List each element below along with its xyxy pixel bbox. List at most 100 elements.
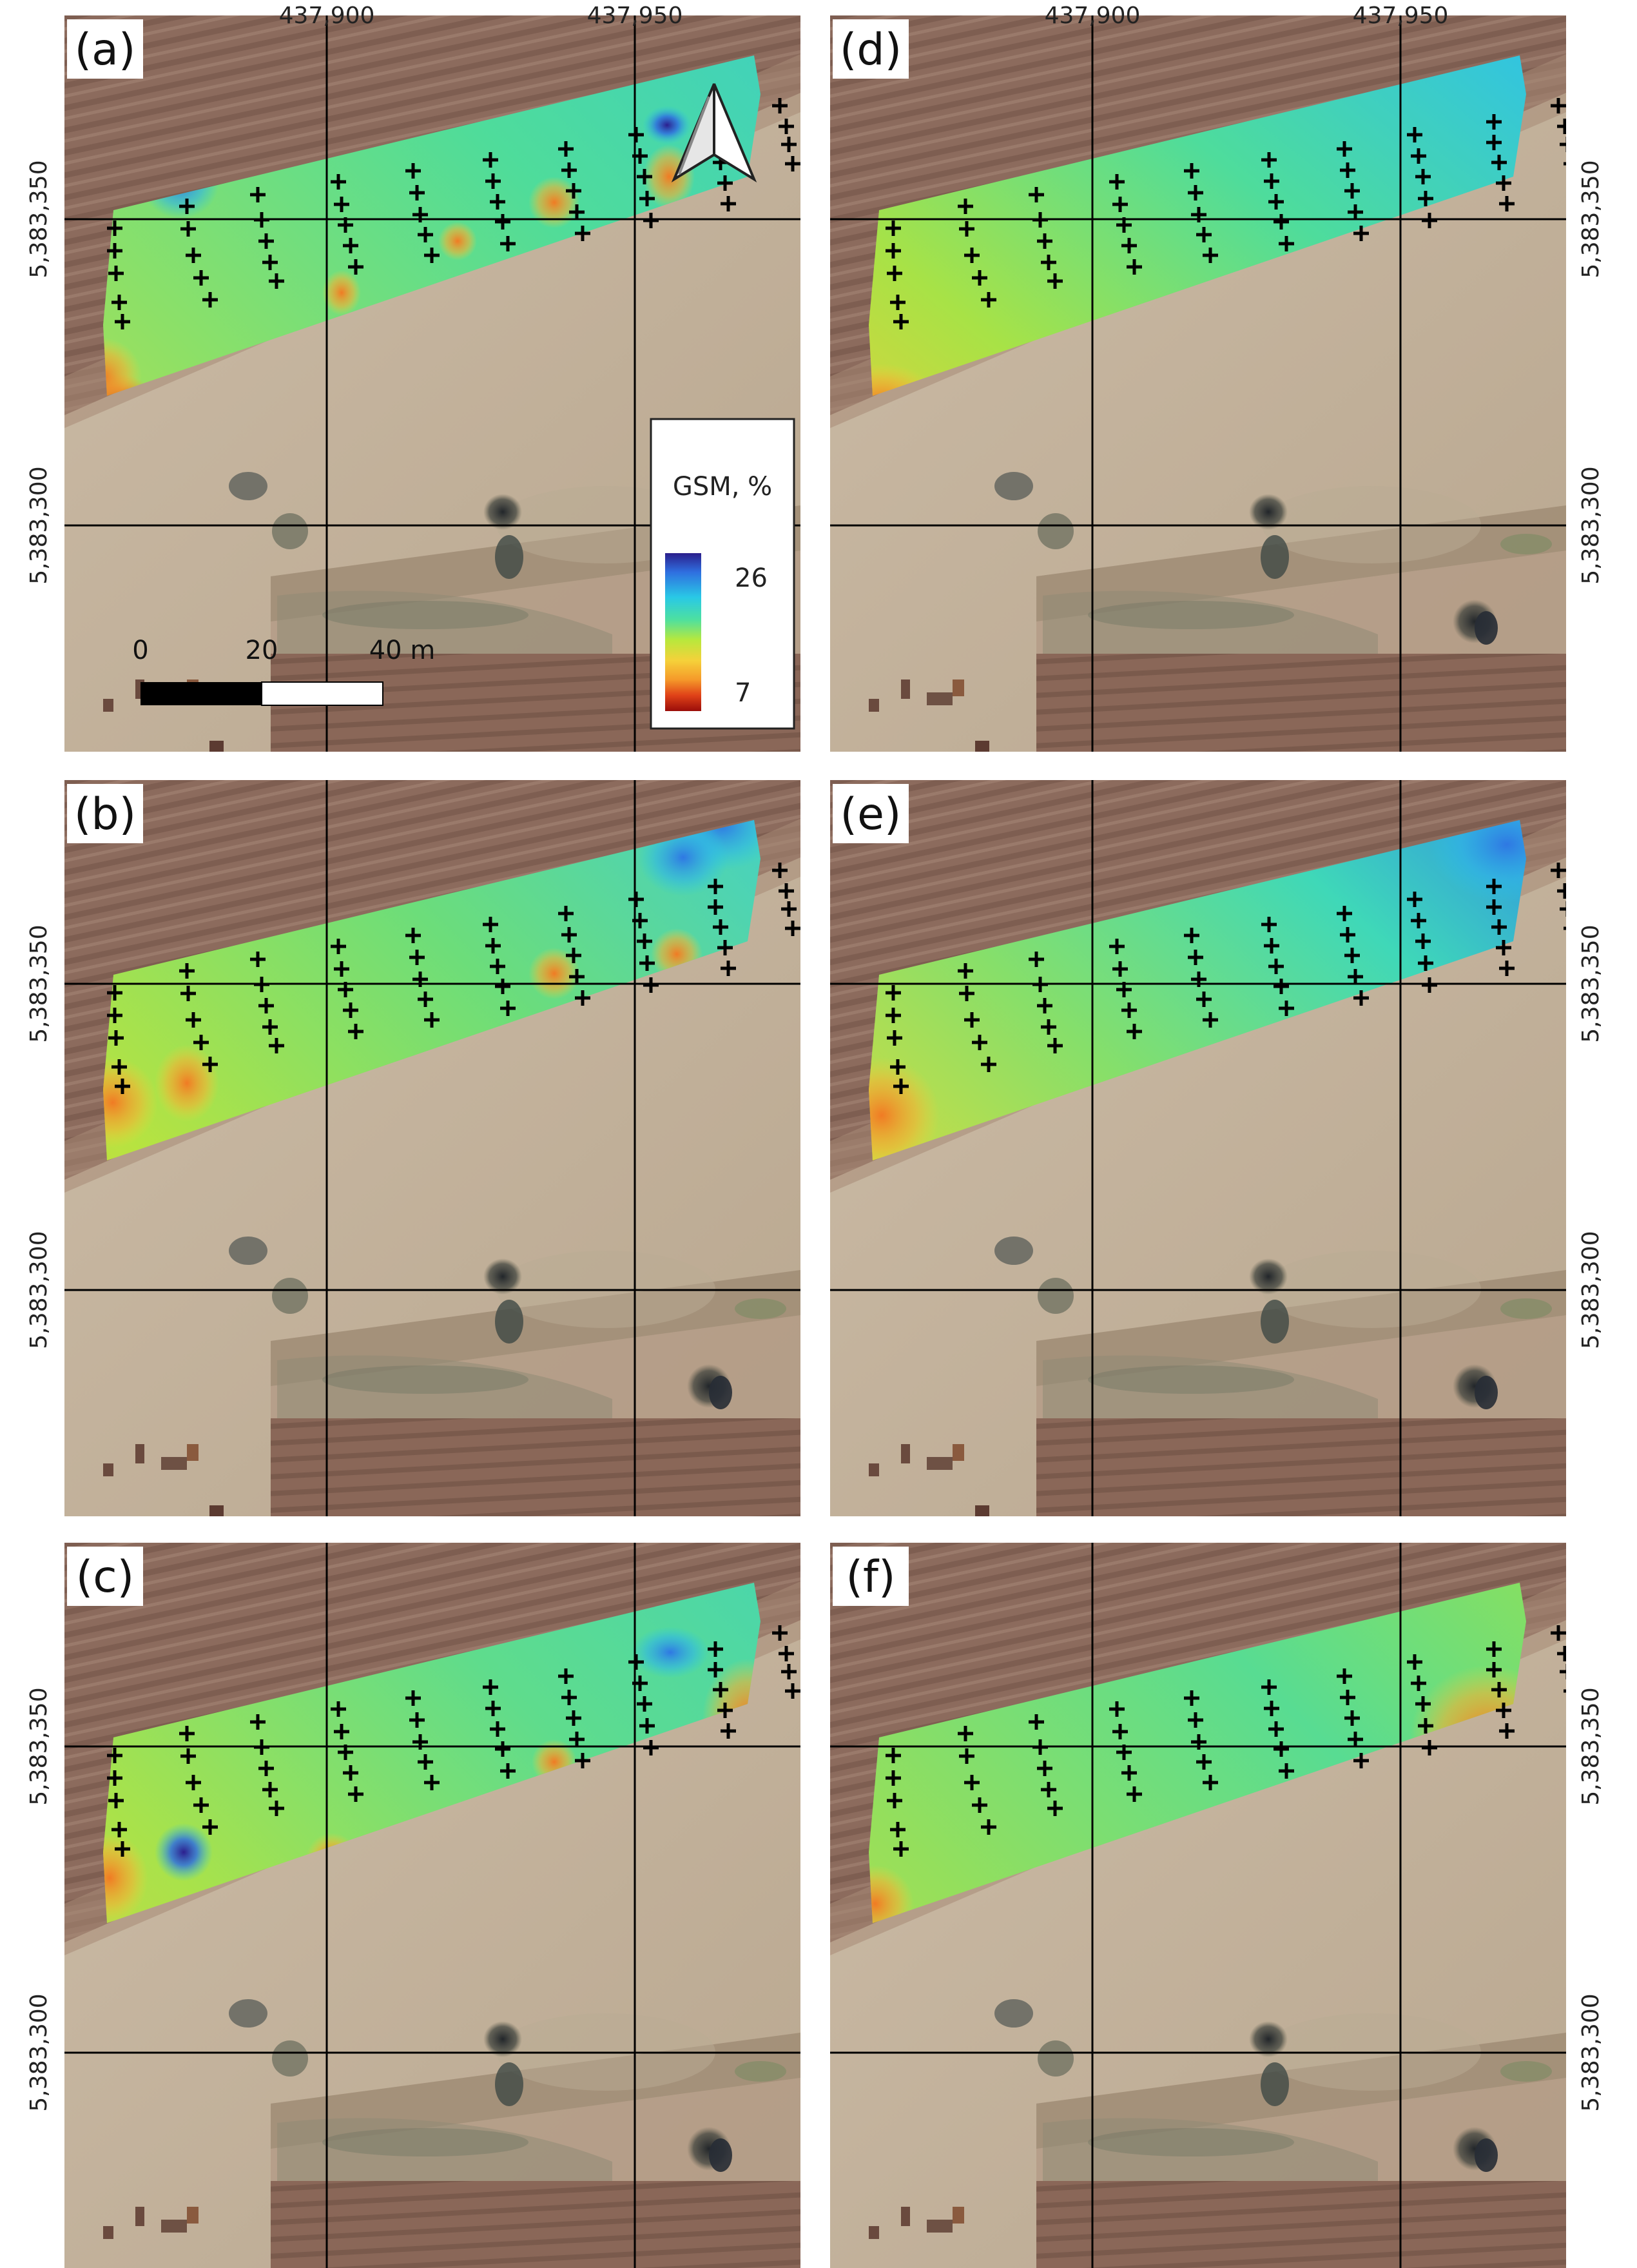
sample-point-marker bbox=[1116, 1745, 1132, 1760]
sample-point-marker bbox=[890, 295, 906, 310]
sample-point-marker bbox=[1047, 1038, 1063, 1053]
sample-point-marker bbox=[781, 1664, 797, 1679]
sample-point-marker bbox=[1411, 148, 1426, 164]
sample-point-marker bbox=[107, 1008, 122, 1023]
sample-point-marker bbox=[343, 238, 358, 253]
sample-point-marker bbox=[1486, 1662, 1502, 1677]
sample-point-marker bbox=[418, 992, 433, 1007]
sample-point-marker bbox=[721, 1723, 736, 1739]
sample-point-marker bbox=[1203, 1775, 1218, 1790]
scale-bar-label-0: 0 bbox=[132, 636, 148, 665]
sample-point-marker bbox=[1499, 1723, 1515, 1739]
legend-min-label: 7 bbox=[735, 678, 751, 708]
sample-point-marker bbox=[1279, 236, 1294, 251]
sample-point-marker bbox=[972, 270, 987, 286]
sample-point-marker bbox=[643, 977, 659, 993]
panel-label: (e) bbox=[840, 789, 902, 840]
sample-point-marker bbox=[1353, 1753, 1369, 1768]
sample-point-marker bbox=[1340, 162, 1355, 178]
y-tick-label-left: 5,383,350 bbox=[26, 1687, 52, 1805]
north-arrow-icon bbox=[671, 83, 757, 182]
y-tick-label-right: 5,383,350 bbox=[1578, 1687, 1604, 1805]
sample-point-marker bbox=[1411, 913, 1426, 928]
sample-point-marker bbox=[1041, 255, 1056, 270]
sample-point-marker bbox=[1116, 217, 1132, 233]
sample-point-marker bbox=[959, 986, 974, 1001]
sample-point-marker bbox=[1557, 119, 1566, 134]
sample-point-marker bbox=[495, 214, 510, 230]
sample-point-marker bbox=[334, 961, 349, 977]
sample-point-marker bbox=[958, 1726, 973, 1741]
sample-point-marker bbox=[1264, 173, 1279, 189]
sample-point-marker bbox=[115, 1079, 130, 1094]
sample-point-marker bbox=[262, 255, 278, 270]
sample-point-marker bbox=[500, 1763, 516, 1779]
sample-point-marker bbox=[637, 1696, 652, 1712]
sample-point-marker bbox=[558, 141, 574, 157]
sample-point-marker bbox=[1112, 197, 1128, 212]
sample-point-marker bbox=[409, 185, 425, 200]
sample-point-marker bbox=[338, 982, 353, 997]
sample-point-marker bbox=[779, 1646, 794, 1661]
sample-point-marker bbox=[561, 162, 577, 178]
sample-point-marker bbox=[1032, 212, 1048, 228]
sample-points bbox=[886, 863, 1566, 1094]
sample-point-marker bbox=[1196, 1754, 1212, 1770]
sample-point-marker bbox=[569, 969, 585, 984]
y-tick-label-left: 5,383,300 bbox=[26, 466, 52, 584]
sample-point-marker bbox=[1188, 1712, 1203, 1728]
sample-point-marker bbox=[258, 998, 274, 1013]
sample-point-marker bbox=[1121, 1765, 1137, 1781]
sample-point-marker bbox=[566, 948, 581, 963]
sample-point-marker bbox=[1340, 927, 1355, 943]
sample-point-marker bbox=[1407, 892, 1422, 907]
sample-point-marker bbox=[405, 1690, 421, 1706]
sample-point-marker bbox=[1486, 114, 1502, 130]
sample-point-marker bbox=[186, 1012, 201, 1028]
scale-bar: 0 20 40 m bbox=[132, 636, 435, 706]
sample-point-marker bbox=[1261, 152, 1277, 168]
x-tick-label-top: 437,900 bbox=[279, 3, 375, 29]
sample-point-marker bbox=[886, 985, 901, 1001]
sample-point-marker bbox=[254, 212, 269, 228]
sample-point-marker bbox=[1268, 194, 1284, 210]
sample-point-marker bbox=[1184, 163, 1199, 179]
sample-point-marker bbox=[558, 1668, 574, 1684]
y-tick-label-right: 5,383,300 bbox=[1578, 1231, 1604, 1349]
sample-point-marker bbox=[405, 163, 421, 179]
sample-point-marker bbox=[1340, 1690, 1355, 1705]
sample-point-marker bbox=[424, 1012, 440, 1028]
sample-point-marker bbox=[483, 152, 498, 168]
sample-point-marker bbox=[412, 1734, 428, 1750]
sample-point-marker bbox=[495, 979, 510, 994]
panel-label: (b) bbox=[74, 789, 136, 840]
sample-point-marker bbox=[1486, 899, 1502, 915]
sample-point-marker bbox=[250, 187, 266, 202]
sample-point-marker bbox=[180, 221, 196, 237]
sample-point-marker bbox=[643, 1740, 659, 1755]
sample-point-marker bbox=[418, 227, 433, 242]
sample-point-marker bbox=[785, 156, 800, 171]
panel-label: (c) bbox=[76, 1552, 134, 1603]
sample-point-marker bbox=[1279, 1763, 1294, 1779]
sample-point-marker bbox=[981, 292, 996, 308]
legend-title: GSM, % bbox=[673, 472, 772, 502]
sample-point-marker bbox=[561, 927, 577, 943]
sample-point-marker bbox=[179, 199, 195, 214]
sample-point-marker bbox=[632, 1676, 648, 1691]
sample-point-marker bbox=[258, 1761, 274, 1776]
sample-point-marker bbox=[713, 919, 728, 935]
sample-point-marker bbox=[639, 955, 655, 971]
x-tick-label-top: 437,900 bbox=[1045, 3, 1141, 29]
sample-point-marker bbox=[1557, 883, 1566, 899]
sample-point-marker bbox=[575, 1753, 590, 1768]
sample-point-marker bbox=[1337, 141, 1352, 157]
sample-point-marker bbox=[1560, 901, 1566, 917]
sample-point-marker bbox=[1418, 955, 1433, 971]
sample-point-marker bbox=[111, 1059, 127, 1075]
sample-point-marker bbox=[115, 1841, 130, 1857]
sample-points bbox=[886, 98, 1566, 329]
sample-point-marker bbox=[1551, 98, 1566, 113]
sample-point-marker bbox=[717, 1703, 733, 1718]
sample-point-marker bbox=[1344, 183, 1360, 199]
